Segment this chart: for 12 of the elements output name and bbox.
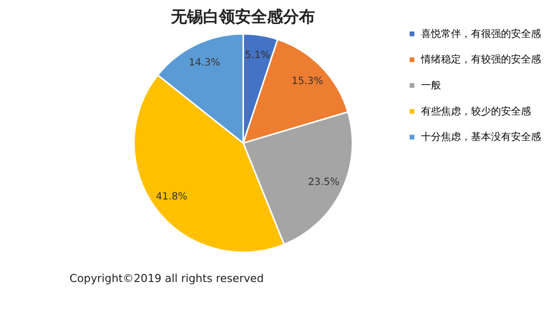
data-label: 15.3% xyxy=(292,76,324,87)
data-label: 5.1% xyxy=(244,50,270,61)
data-label: 23.5% xyxy=(308,176,340,188)
legend-label: 情绪稳定，有较强的安全感 xyxy=(420,54,541,66)
legend-label: 喜悦常伴，有很强的安全感 xyxy=(420,28,541,40)
legend-label: 有些焦虑，较少的安全感 xyxy=(420,105,531,118)
text: Copyright©2019 all rights reserved xyxy=(69,272,264,286)
legend-label: 一般 xyxy=(420,80,441,92)
chart-title: 无锡白领安全感分布 xyxy=(170,6,316,26)
data-label: 14.3% xyxy=(188,58,220,69)
data-label: 41.8% xyxy=(156,192,188,203)
legend-label: 十分焦虑，基本没有安全感 xyxy=(420,131,541,144)
